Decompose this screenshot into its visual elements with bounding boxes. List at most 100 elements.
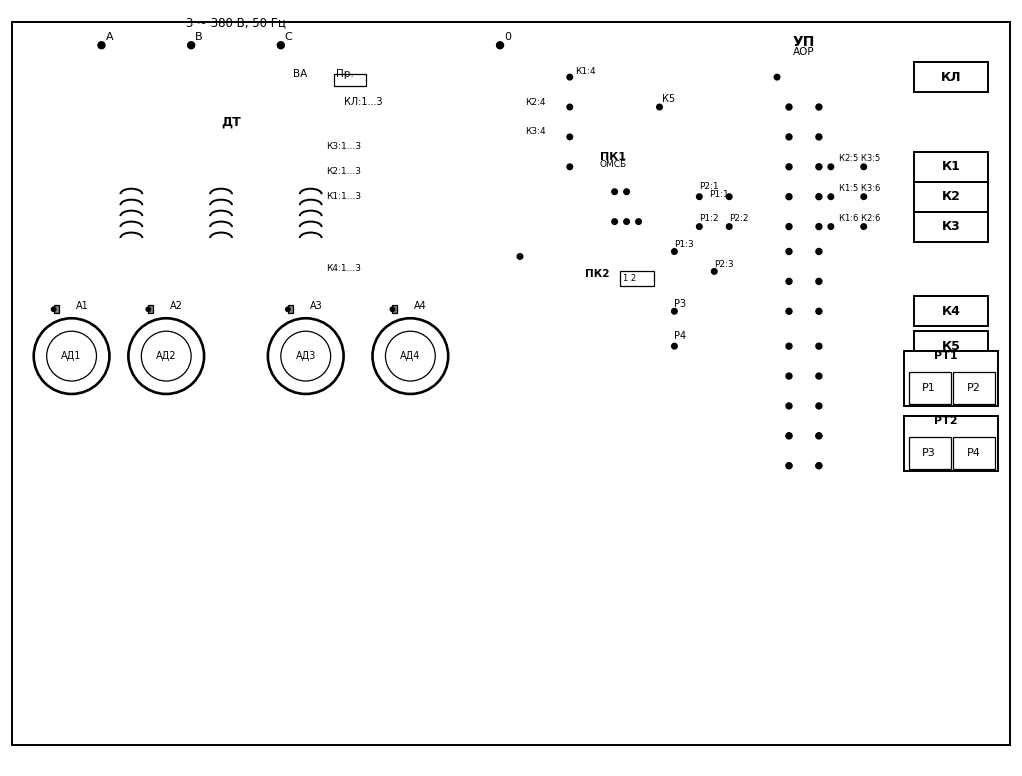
Text: Р2: Р2 (967, 383, 980, 393)
Circle shape (786, 403, 792, 409)
Circle shape (786, 433, 792, 438)
Circle shape (816, 433, 822, 438)
Circle shape (281, 331, 331, 381)
Circle shape (657, 104, 662, 109)
Text: ВА: ВА (292, 69, 307, 79)
Bar (288, 305, 292, 314)
Circle shape (816, 403, 822, 409)
Text: В: В (195, 33, 202, 42)
Text: ПК2: ПК2 (585, 269, 609, 279)
Circle shape (497, 42, 504, 49)
Text: Р1:1: Р1:1 (709, 190, 729, 199)
Circle shape (129, 318, 204, 394)
Text: Р3: Р3 (675, 300, 687, 310)
Circle shape (671, 343, 678, 349)
Circle shape (188, 42, 194, 49)
Circle shape (786, 134, 792, 140)
Text: РТ1: РТ1 (934, 351, 958, 361)
Text: 3 ~ 380 В, 50 Гц: 3 ~ 380 В, 50 Гц (186, 16, 286, 29)
Circle shape (786, 279, 792, 284)
Circle shape (385, 331, 435, 381)
Text: К3:4: К3:4 (525, 127, 546, 137)
Bar (909, 437, 950, 469)
Text: АД1: АД1 (61, 351, 82, 361)
Circle shape (98, 42, 105, 49)
Circle shape (828, 164, 834, 170)
Circle shape (517, 254, 523, 259)
Text: Р2:1: Р2:1 (699, 182, 718, 191)
Circle shape (786, 194, 792, 199)
Circle shape (817, 463, 822, 469)
Text: 1 2: 1 2 (622, 274, 636, 283)
Bar (619, 272, 654, 286)
Bar (914, 62, 988, 92)
Circle shape (567, 164, 572, 170)
Text: Пр.: Пр. (335, 69, 354, 79)
Circle shape (612, 219, 617, 224)
Bar (148, 305, 153, 314)
Text: КЛ: КЛ (940, 71, 961, 84)
Text: К2:5 К3:5: К2:5 К3:5 (839, 154, 880, 163)
Text: К2:4: К2:4 (525, 98, 546, 106)
Text: АД4: АД4 (401, 351, 420, 361)
Circle shape (828, 223, 834, 230)
Text: Р4: Р4 (967, 448, 980, 458)
Circle shape (34, 318, 109, 394)
Text: АД3: АД3 (295, 351, 316, 361)
Circle shape (372, 318, 449, 394)
Circle shape (816, 248, 822, 255)
Text: А1: А1 (76, 301, 88, 311)
Circle shape (390, 307, 394, 311)
Circle shape (816, 343, 822, 349)
Circle shape (816, 223, 822, 230)
Circle shape (786, 373, 792, 379)
Text: А2: А2 (171, 301, 183, 311)
Circle shape (816, 164, 822, 170)
Text: Р2:2: Р2:2 (730, 214, 749, 223)
Circle shape (623, 219, 630, 224)
Circle shape (828, 194, 834, 199)
Circle shape (697, 223, 702, 230)
Circle shape (816, 373, 822, 379)
Text: К1:6 К2:6: К1:6 К2:6 (839, 214, 880, 223)
Circle shape (671, 309, 678, 314)
Circle shape (861, 223, 867, 230)
Circle shape (816, 279, 822, 284)
Circle shape (711, 268, 717, 274)
Text: А: А (105, 33, 113, 42)
Text: Р1:2: Р1:2 (699, 214, 718, 223)
Circle shape (727, 223, 732, 230)
Circle shape (786, 223, 792, 230)
Bar (914, 182, 988, 212)
Circle shape (786, 462, 792, 469)
Circle shape (786, 433, 792, 438)
Circle shape (861, 164, 867, 170)
Text: К1:4: К1:4 (574, 67, 596, 75)
Bar (909, 372, 950, 404)
Circle shape (567, 134, 572, 140)
Text: Р2:3: Р2:3 (714, 260, 734, 269)
Bar (953, 372, 995, 404)
Text: А4: А4 (414, 301, 427, 311)
Bar (914, 331, 988, 361)
Text: С: С (285, 33, 292, 42)
Text: К5: К5 (941, 340, 961, 352)
Text: Р1: Р1 (922, 383, 935, 393)
Text: К3: К3 (941, 220, 961, 233)
Text: К4:1...3: К4:1...3 (326, 264, 361, 273)
Text: РТ2: РТ2 (934, 416, 958, 426)
Text: К1:5 К3:6: К1:5 К3:6 (839, 184, 880, 193)
Circle shape (671, 248, 678, 255)
Text: К4: К4 (941, 305, 961, 318)
Circle shape (786, 343, 792, 349)
Bar (914, 212, 988, 241)
Text: АОР: АОР (793, 47, 815, 57)
Text: К2:1...3: К2:1...3 (326, 168, 361, 176)
Circle shape (816, 308, 822, 314)
Text: А3: А3 (310, 301, 323, 311)
Circle shape (786, 164, 792, 170)
Text: 0: 0 (504, 33, 511, 42)
Circle shape (47, 331, 96, 381)
Text: КЛ:1...3: КЛ:1...3 (343, 97, 382, 107)
Circle shape (285, 307, 290, 311)
